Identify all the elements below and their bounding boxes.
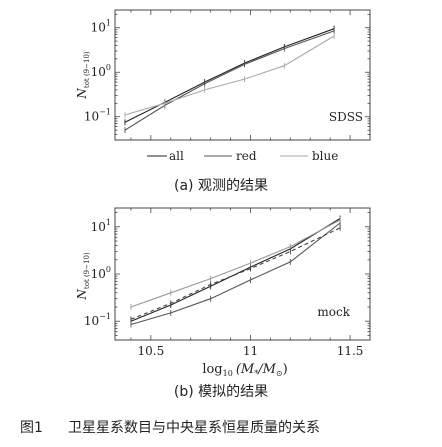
panel-b-ylabel-sub: tot (9−10) (83, 252, 91, 289)
panel-b-inset-label: mock (317, 305, 350, 319)
panel-b-frame (114, 207, 371, 341)
y-tick-label: 10−1 (84, 108, 111, 124)
x-tick-label: 11 (243, 344, 258, 358)
y-tick-label: 101 (91, 218, 111, 234)
legend-label-red: red (236, 149, 257, 163)
panel-b-series (130, 215, 341, 328)
xlabel-mid: /M (256, 362, 276, 377)
panel-a-frame (114, 9, 371, 141)
series-line-3 (130, 227, 341, 320)
panel-a-ticks (115, 10, 370, 141)
panel-a-ylabel-main: N (75, 88, 89, 100)
x-tick-label: 10.5 (138, 344, 165, 358)
y-tick-label-exp: 0 (106, 63, 111, 72)
series-line-red (124, 30, 335, 131)
y-tick-label-base: 10 (91, 65, 106, 79)
y-tick-label: 100 (91, 63, 111, 79)
legend-label-blue: blue (312, 149, 338, 163)
panel-a-ylabel-sub: tot (9−10) (83, 51, 91, 88)
panel-b-ylabel-main: N (75, 289, 89, 301)
y-tick-label-exp: 1 (106, 218, 111, 227)
y-tick-label-base: 10 (91, 21, 106, 35)
panel-b-caption: (b) 模拟的结果 (174, 384, 268, 400)
y-tick-label: 100 (91, 265, 111, 281)
y-tick-label-base: 10 (91, 267, 106, 281)
xlabel-sun: ⊙ (276, 369, 283, 378)
panel-a-caption: (a) 观测的结果 (174, 178, 268, 194)
series-line-all (124, 28, 335, 123)
panel-b-ticks (115, 208, 370, 341)
y-tick-label: 10−1 (84, 312, 111, 328)
figure-caption-text: 卫星星系数目与中央星系恒星质量的关系 (68, 420, 320, 436)
xlabel-prefix: log (202, 362, 222, 377)
y-tick-label-base: 10 (84, 110, 99, 124)
xlabel-var: (M (236, 362, 255, 377)
panel-b-y-axis-label: Ntot (9−10) (75, 252, 91, 301)
panel-a-legend: all red blue (147, 149, 338, 163)
series-line-2 (130, 219, 341, 308)
y-tick-label: 101 (91, 19, 111, 35)
panel-b-x-axis-label: log10 (M*/M⊙) (202, 362, 287, 378)
panel-a-y-axis-label: Ntot (9−10) (75, 51, 91, 100)
xlabel-sub: 10 (223, 369, 233, 378)
y-tick-label-base: 10 (91, 220, 106, 234)
y-tick-label-exp: 1 (106, 19, 111, 28)
y-tick-label-exp: −1 (99, 312, 111, 321)
figure-caption-label: 图1 (20, 420, 43, 436)
panel-a-series (124, 25, 335, 134)
x-tick-label: 11.5 (337, 344, 364, 358)
xlabel-var-sub: * (254, 369, 258, 378)
y-tick-label-base: 10 (84, 314, 99, 328)
y-tick-label-exp: −1 (99, 108, 111, 117)
series-line-blue (124, 35, 335, 116)
xlabel-end: ) (283, 362, 288, 377)
panel-b-x-tick-labels: 10.5 11 11.5 (138, 344, 364, 358)
figure-caption: 图1 卫星星系数目与中央星系恒星质量的关系 (20, 420, 320, 436)
series-line-1 (130, 222, 341, 326)
y-tick-label-exp: 0 (106, 265, 111, 274)
panel-a-inset-label: SDSS (329, 110, 363, 124)
legend-label-all: all (169, 149, 184, 163)
series-line-0 (130, 218, 341, 322)
